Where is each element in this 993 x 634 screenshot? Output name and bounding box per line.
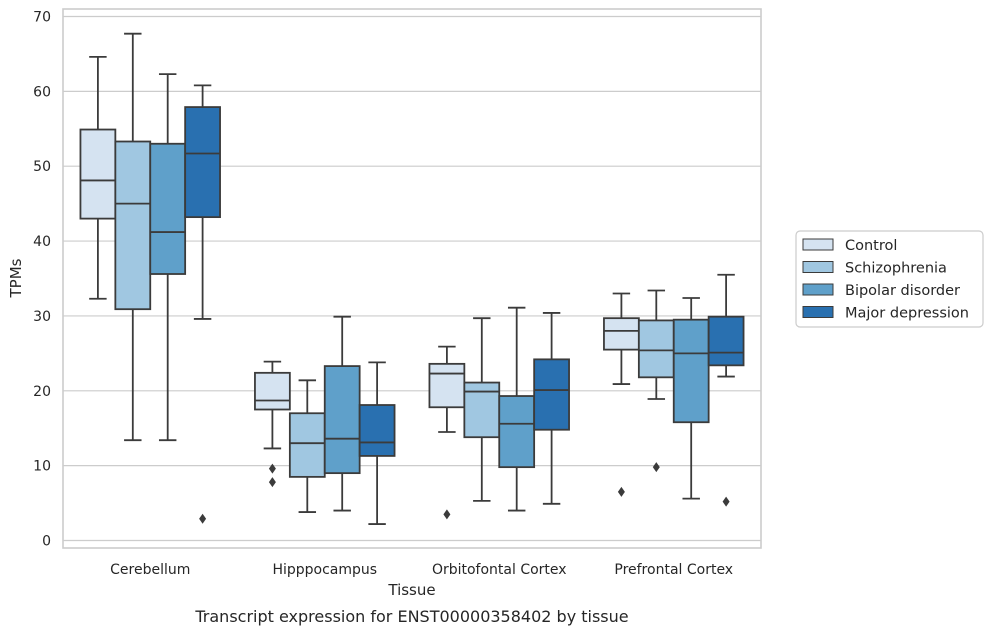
iqr-box [288,412,326,478]
box-schizophrenia [463,317,501,502]
box-schizophrenia [637,289,675,473]
legend: Control Schizophrenia Bipolar disorder Majo… [795,230,984,328]
box-schizophrenia [114,32,152,442]
iqr-box [603,317,640,351]
legend-label: Bipolar disorder [845,283,960,299]
y-tick-label: 10 [33,459,51,475]
box-groups [79,32,745,525]
iqr-box [184,106,221,219]
box-control [79,56,117,300]
box-control [428,345,466,520]
box-major-depression [707,273,745,507]
outlier-point [268,463,276,474]
outlier-point [722,496,730,507]
y-tick-labels: 0 10 20 30 40 50 60 70 [33,9,51,549]
iqr-box [637,319,675,379]
iqr-box [672,318,710,424]
outlier-point [199,513,207,524]
y-tick-label: 70 [33,9,51,25]
outlier-point [617,486,625,497]
iqr-box [533,358,570,431]
box-schizophrenia [288,379,326,513]
iqr-box [254,371,291,411]
box-control [603,292,640,497]
chart-title: Transcript expression for ENST0000035840… [194,607,628,626]
iqr-box [149,142,187,275]
x-tick-label: Prefrontal Cortex [614,562,733,578]
outlier-point [652,462,660,473]
box-bipolar-disorder [672,297,710,500]
legend-swatch [802,306,834,318]
iqr-box [428,362,466,409]
box-bipolar-disorder [323,315,361,512]
iqr-box [114,140,152,311]
x-axis-label: Tissue [387,581,435,599]
y-axis-label: TPMs [7,258,25,298]
legend-label: Major depression [845,306,969,322]
x-tick-labels: Cerebellum Hipppocampus Orbitofontal Corte… [110,562,733,578]
box-major-depression [533,312,570,505]
legend-swatch [802,261,834,273]
outlier-point [268,477,276,488]
x-tick-label: Hipppocampus [272,562,377,578]
legend-swatch [802,283,834,296]
y-tick-label: 40 [33,234,51,250]
legend-swatch [802,238,834,251]
iqr-box [79,128,117,220]
y-tick-label: 50 [33,159,51,175]
box-bipolar-disorder [149,73,187,442]
x-tick-label: Orbitofontal Cortex [432,562,567,578]
y-tick-label: 0 [42,534,51,550]
x-tick-label: Cerebellum [110,562,190,578]
outlier-point [443,509,451,520]
iqr-box [323,365,361,475]
legend-frame [795,230,984,328]
y-tick-label: 60 [33,84,51,100]
y-tick-label: 30 [33,309,51,325]
iqr-box [358,404,396,457]
box-bipolar-disorder [498,306,536,512]
plot-area-border [62,8,762,549]
box-major-depression [358,361,396,525]
legend-label: Schizophrenia [845,261,947,277]
legend-label: Control [845,238,897,254]
box-control [254,360,291,488]
y-tick-label: 20 [33,384,51,400]
iqr-box [498,395,536,469]
box-major-depression [184,84,221,524]
iqr-box [707,315,745,367]
